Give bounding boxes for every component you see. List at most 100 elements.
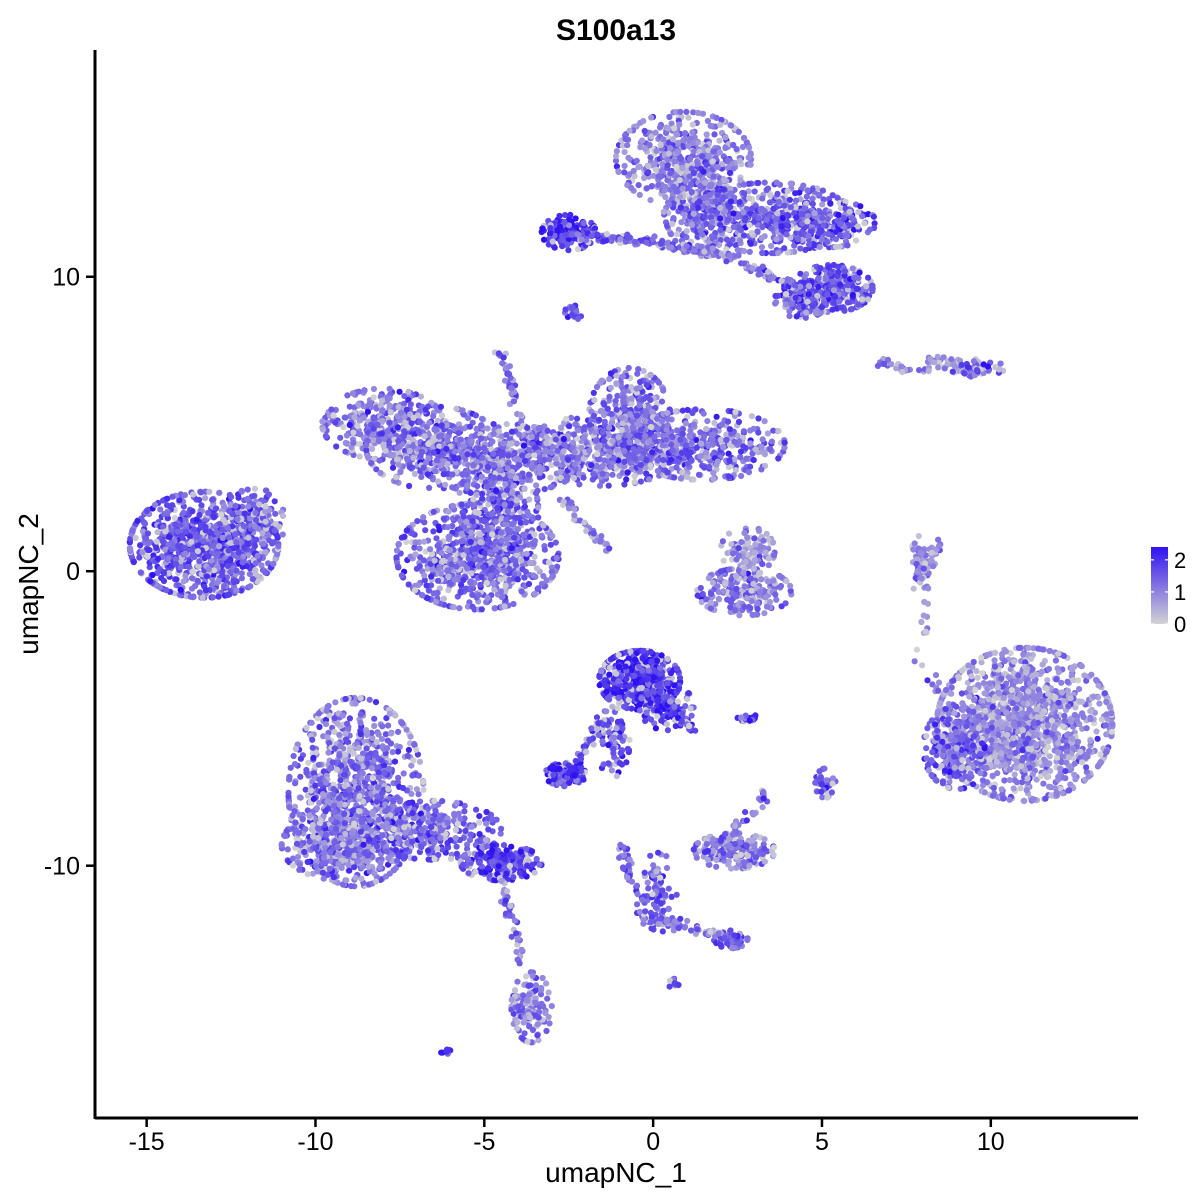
cell-point <box>609 471 616 478</box>
cell-point <box>549 572 557 580</box>
cell-point <box>599 470 606 477</box>
cell-point <box>165 555 172 562</box>
cell-point <box>233 567 240 574</box>
cell-point <box>422 406 429 413</box>
cell-point <box>253 536 260 543</box>
cell-point <box>342 448 349 455</box>
cell-point <box>341 414 348 421</box>
cell-point <box>479 454 486 461</box>
cell-point <box>497 576 504 583</box>
cell-point <box>745 154 752 161</box>
cell-point <box>516 462 523 469</box>
cell-point <box>518 588 525 595</box>
cell-point <box>162 546 169 553</box>
cell-point <box>590 470 597 477</box>
cell-point <box>363 442 370 449</box>
cell-point <box>633 157 640 164</box>
cell-point <box>698 153 706 160</box>
cell-point <box>244 486 251 493</box>
cell-point <box>497 450 504 457</box>
cell-point <box>270 560 277 567</box>
cell-point <box>419 592 426 599</box>
cell-point <box>446 547 453 554</box>
cell-point <box>549 533 556 540</box>
cell-point <box>660 457 667 464</box>
cell-point <box>435 478 442 485</box>
cell-point <box>635 182 642 189</box>
cell-point <box>506 441 513 448</box>
cell-point <box>436 527 443 534</box>
cell-point <box>533 565 541 572</box>
cell-point <box>593 383 601 391</box>
cell-point <box>636 191 643 198</box>
cell-point <box>467 538 474 546</box>
cell-point <box>156 584 163 591</box>
cell-point <box>470 462 477 469</box>
cell-point <box>472 412 479 419</box>
cell-point <box>437 403 444 410</box>
cell-point <box>651 433 658 440</box>
cell-point <box>143 553 151 560</box>
cell-point <box>387 409 394 416</box>
cell-point <box>455 455 462 462</box>
cell-point <box>511 456 519 463</box>
cell-point <box>393 456 401 463</box>
cell-point <box>423 582 430 589</box>
cell-point <box>512 514 520 522</box>
cell-point <box>271 498 278 505</box>
cell-point <box>679 469 686 476</box>
cell-point <box>495 428 503 435</box>
cell-point <box>134 518 141 525</box>
cell-point <box>420 464 427 471</box>
cell-point <box>676 121 683 128</box>
cell-point <box>605 432 613 439</box>
cell-point <box>478 473 486 480</box>
cell-point <box>244 495 251 502</box>
cell-point <box>601 437 608 444</box>
cell-point <box>397 409 404 416</box>
cell-point <box>639 137 646 144</box>
cell-point <box>221 582 228 590</box>
cell-point <box>492 518 499 525</box>
cell-point <box>440 515 447 522</box>
cell-point <box>219 534 226 542</box>
cell-point <box>758 466 765 473</box>
cell-point <box>662 193 669 201</box>
cell-point <box>351 414 358 421</box>
cell-point <box>596 482 604 489</box>
cell-point <box>736 157 744 164</box>
cell-point <box>477 539 484 546</box>
cell-point <box>561 441 568 448</box>
cell-point <box>185 563 192 570</box>
cell-point <box>508 428 516 435</box>
cell-point <box>674 131 681 138</box>
cell-point <box>386 385 393 392</box>
cell-point <box>755 429 762 436</box>
cell-point <box>480 444 488 451</box>
cell-point <box>149 571 156 579</box>
cell-point <box>389 464 397 471</box>
cell-point <box>227 568 234 576</box>
cell-point <box>151 501 159 508</box>
cell-point <box>426 484 433 491</box>
cell-point <box>363 447 370 454</box>
cell-point <box>484 425 491 432</box>
cell-point <box>649 449 656 456</box>
cell-point <box>512 561 520 569</box>
cell-point <box>653 147 660 154</box>
cell-point <box>726 426 734 433</box>
cell-point <box>209 543 217 550</box>
cell-point <box>604 405 611 412</box>
cell-point <box>543 434 550 441</box>
cell-point <box>738 472 745 480</box>
cell-point <box>547 474 554 481</box>
cell-point <box>438 422 445 429</box>
cell-point <box>485 501 492 508</box>
cell-point <box>255 525 262 532</box>
cell-point <box>488 510 496 517</box>
cell-point <box>458 530 465 537</box>
cell-point <box>171 514 178 522</box>
cell-point <box>497 588 505 595</box>
cell-point <box>438 549 445 557</box>
cell-point <box>369 445 376 452</box>
